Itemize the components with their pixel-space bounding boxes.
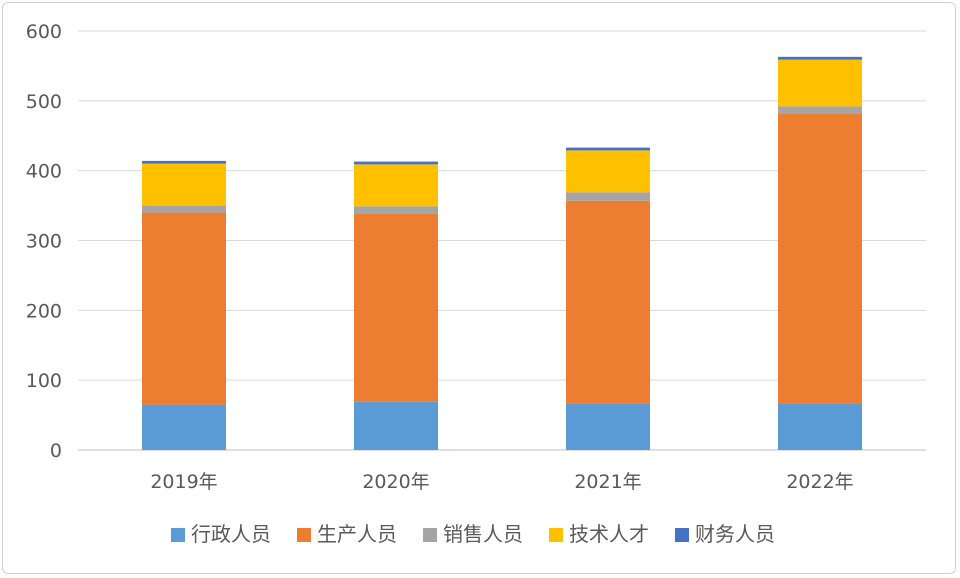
bar-segment — [354, 164, 438, 207]
bar-segment — [566, 200, 650, 404]
y-tick-label: 0 — [50, 440, 62, 462]
bar-segment — [778, 106, 862, 114]
bar-segment — [354, 213, 438, 402]
y-tick-label: 600 — [26, 21, 62, 43]
legend-swatch — [549, 528, 563, 542]
bar-segment — [354, 206, 438, 214]
bar-segment — [142, 205, 226, 213]
x-tick-label: 2021年 — [574, 471, 641, 493]
y-tick-label: 500 — [26, 91, 62, 113]
legend-label: 销售人员 — [443, 522, 523, 546]
legend-swatch — [297, 528, 311, 542]
bar-segment — [354, 401, 438, 450]
bar-segment — [566, 403, 650, 450]
legend-swatch — [171, 528, 185, 542]
x-tick-label: 2022年 — [786, 471, 853, 493]
y-tick-label: 100 — [26, 370, 62, 392]
bar-segment — [142, 404, 226, 450]
bar-segment — [566, 147, 650, 151]
y-tick-label: 300 — [26, 231, 62, 253]
y-tick-label: 200 — [26, 300, 62, 322]
legend-label: 生产人员 — [317, 522, 397, 546]
bar-segment — [778, 113, 862, 404]
legend-swatch — [423, 528, 437, 542]
bar-segment — [142, 163, 226, 206]
legend-swatch — [675, 528, 689, 542]
bar-segment — [142, 212, 226, 405]
bar-segment — [778, 59, 862, 107]
bar-segment — [778, 403, 862, 450]
bar-segment — [142, 160, 226, 164]
x-tick-label: 2019年 — [150, 471, 217, 493]
legend-label: 行政人员 — [191, 522, 271, 546]
bar-segment — [354, 161, 438, 165]
bar-segment — [566, 192, 650, 201]
bar-segment — [566, 150, 650, 193]
y-tick-label: 400 — [26, 161, 62, 183]
legend-label: 技术人才 — [569, 522, 649, 546]
x-tick-label: 2020年 — [362, 471, 429, 493]
bar-segment — [778, 56, 862, 60]
legend-label: 财务人员 — [695, 522, 775, 546]
